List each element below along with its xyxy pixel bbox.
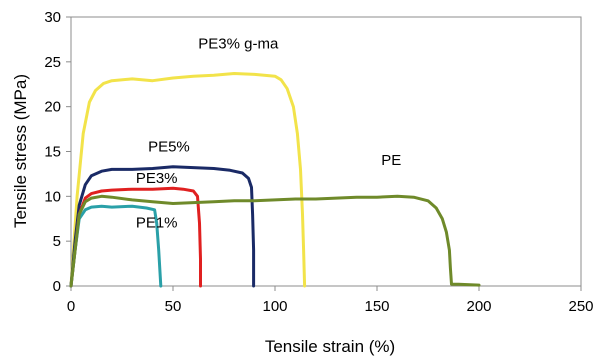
x-axis-title: Tensile strain (%) — [265, 337, 395, 356]
series-line-pe — [69, 194, 481, 288]
y-axis: 0 5 10 15 20 25 30 — [44, 9, 71, 295]
y-tick-label: 0 — [53, 278, 61, 295]
x-tick-label: 0 — [67, 298, 75, 315]
annotation-layer: PE3% g-ma PE5% PE3% PE1% PE — [136, 35, 401, 231]
series-line-pe3-g-ma — [69, 72, 307, 288]
series-label: PE — [381, 152, 401, 169]
series-layer — [69, 72, 481, 288]
y-tick-label: 30 — [44, 9, 61, 26]
x-tick-label: 100 — [262, 298, 287, 315]
y-tick-label: 10 — [44, 188, 61, 205]
y-tick-label: 5 — [53, 233, 61, 250]
series-label: PE3% g-ma — [198, 35, 279, 52]
series-label: PE1% — [136, 215, 178, 232]
y-tick-label: 20 — [44, 99, 61, 116]
series-label: PE3% — [136, 170, 178, 187]
x-tick-label: 200 — [466, 298, 491, 315]
x-tick-label: 150 — [364, 298, 389, 315]
series-line-pe5 — [69, 165, 256, 288]
x-tick-label: 250 — [568, 298, 593, 315]
x-axis: 0 50 100 150 200 250 — [67, 286, 594, 315]
x-tick-label: 50 — [165, 298, 182, 315]
series-label: PE5% — [148, 139, 190, 156]
y-tick-label: 25 — [44, 54, 61, 71]
y-tick-label: 15 — [44, 144, 61, 161]
y-axis-title: Tensile stress (MPa) — [11, 74, 30, 228]
